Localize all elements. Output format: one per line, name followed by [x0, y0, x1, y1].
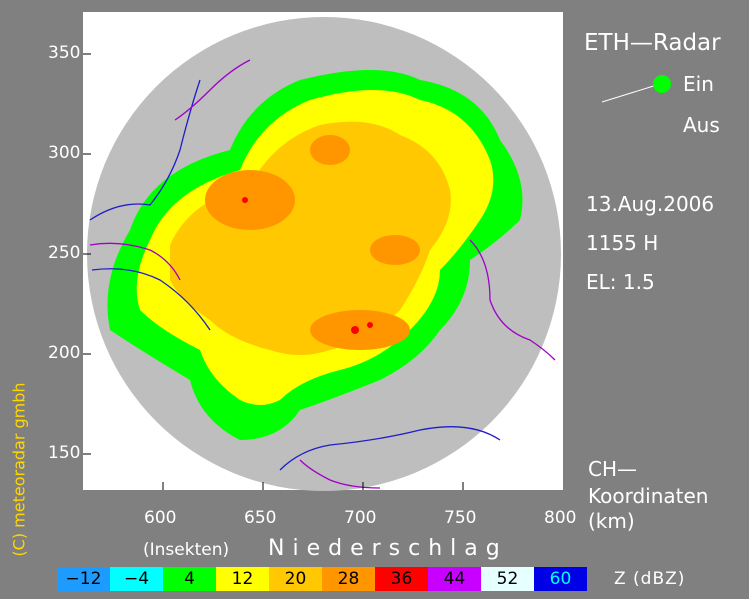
y-tick-350: 350	[48, 43, 81, 63]
on-indicator-dot	[653, 75, 671, 93]
y-tick-200: 200	[48, 343, 81, 363]
y-tick-300: 300	[48, 143, 81, 163]
x-tick-600: 600	[144, 508, 177, 528]
y-tick-250: 250	[48, 243, 81, 263]
status-off-label: Aus	[683, 113, 720, 137]
legend-cell: 12	[216, 567, 269, 591]
indicator-pointer	[601, 83, 661, 103]
dbz-legend: −12 −4 4 12 20 28 36 44 52 60	[57, 567, 587, 591]
coord-note-line1: CH—	[588, 457, 638, 481]
legend-cell: 36	[375, 567, 428, 591]
x-tick-700: 700	[344, 508, 377, 528]
geographic-lines	[89, 59, 556, 489]
copyright-text: (C) meteoradar gmbh	[9, 382, 29, 557]
time-label: 1155 H	[586, 231, 659, 255]
x-tick-650: 650	[244, 508, 277, 528]
y-tick-150: 150	[48, 443, 81, 463]
legend-cell: 60	[534, 567, 587, 591]
legend-cell: 52	[481, 567, 534, 591]
axis-ticks	[83, 53, 464, 490]
radar-title: ETH—Radar	[584, 30, 721, 56]
x-tick-800: 800	[544, 508, 577, 528]
legend-cell: 28	[322, 567, 375, 591]
date-label: 13.Aug.2006	[586, 192, 715, 216]
coord-note-line2: Koordinaten	[588, 484, 709, 508]
elevation-label: EL: 1.5	[586, 270, 655, 294]
x-tick-750: 750	[444, 508, 477, 528]
insects-label: (Insekten)	[143, 540, 230, 560]
legend-cell: −4	[110, 567, 163, 591]
precipitation-echoes	[107, 70, 523, 440]
precipitation-label: Niederschlag	[268, 536, 508, 561]
legend-cell: 4	[163, 567, 216, 591]
legend-cell: 44	[428, 567, 481, 591]
unit-label: Z (dBZ)	[614, 569, 686, 589]
status-on-label: Ein	[683, 72, 714, 96]
legend-cell: −12	[57, 567, 110, 591]
legend-cell: 20	[269, 567, 322, 591]
coord-note-line3: (km)	[588, 509, 635, 533]
